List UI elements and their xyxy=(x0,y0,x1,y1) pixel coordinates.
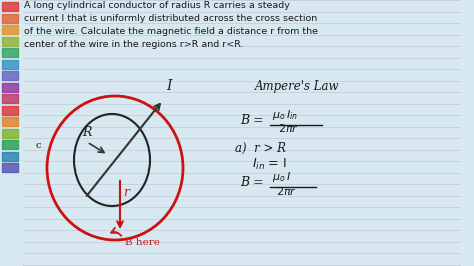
Text: Ampere's Law: Ampere's Law xyxy=(255,80,339,93)
Text: B =: B = xyxy=(240,114,264,127)
Text: $\mu_o \, I$: $\mu_o \, I$ xyxy=(272,170,291,184)
Text: $2\pi r$: $2\pi r$ xyxy=(276,185,297,197)
Text: c: c xyxy=(35,141,40,150)
Text: B =: B = xyxy=(240,176,264,189)
Text: R: R xyxy=(82,126,91,139)
Text: $I_{in}$ = I: $I_{in}$ = I xyxy=(252,157,287,172)
Text: r: r xyxy=(123,186,129,199)
Text: I: I xyxy=(166,79,172,93)
Text: $\mu_o \, I_{in}$: $\mu_o \, I_{in}$ xyxy=(272,108,298,122)
Text: B here: B here xyxy=(125,238,160,247)
Text: a)  r > R: a) r > R xyxy=(235,142,286,155)
Text: $2\pi r$: $2\pi r$ xyxy=(278,122,299,134)
Text: A long cylindrical conductor of radius R carries a steady
current I that is unif: A long cylindrical conductor of radius R… xyxy=(24,1,318,49)
